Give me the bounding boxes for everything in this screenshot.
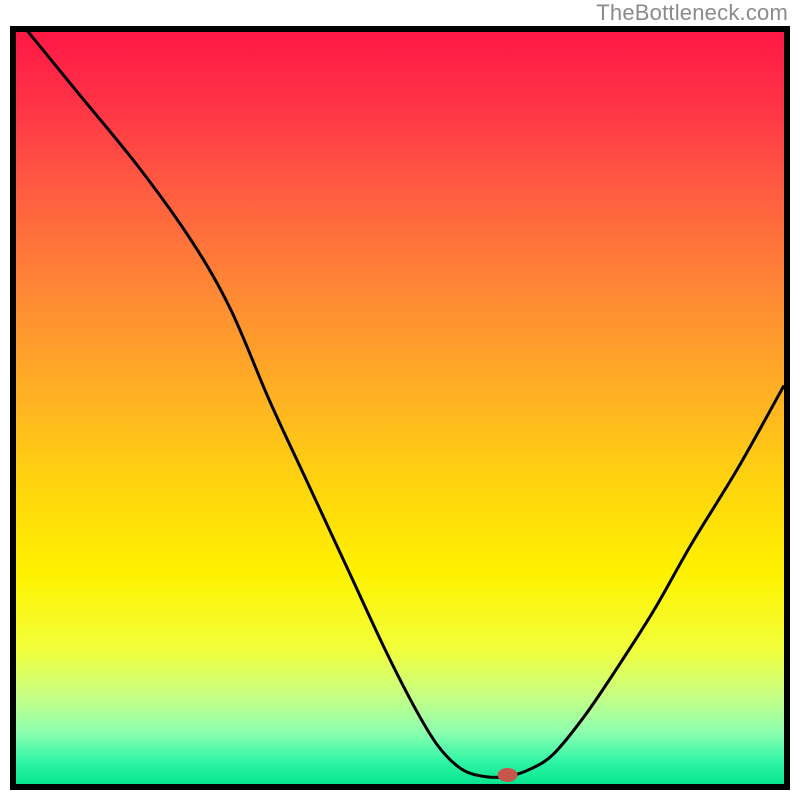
chart-frame: TheBottleneck.com <box>0 0 800 800</box>
plot-border <box>10 26 790 790</box>
